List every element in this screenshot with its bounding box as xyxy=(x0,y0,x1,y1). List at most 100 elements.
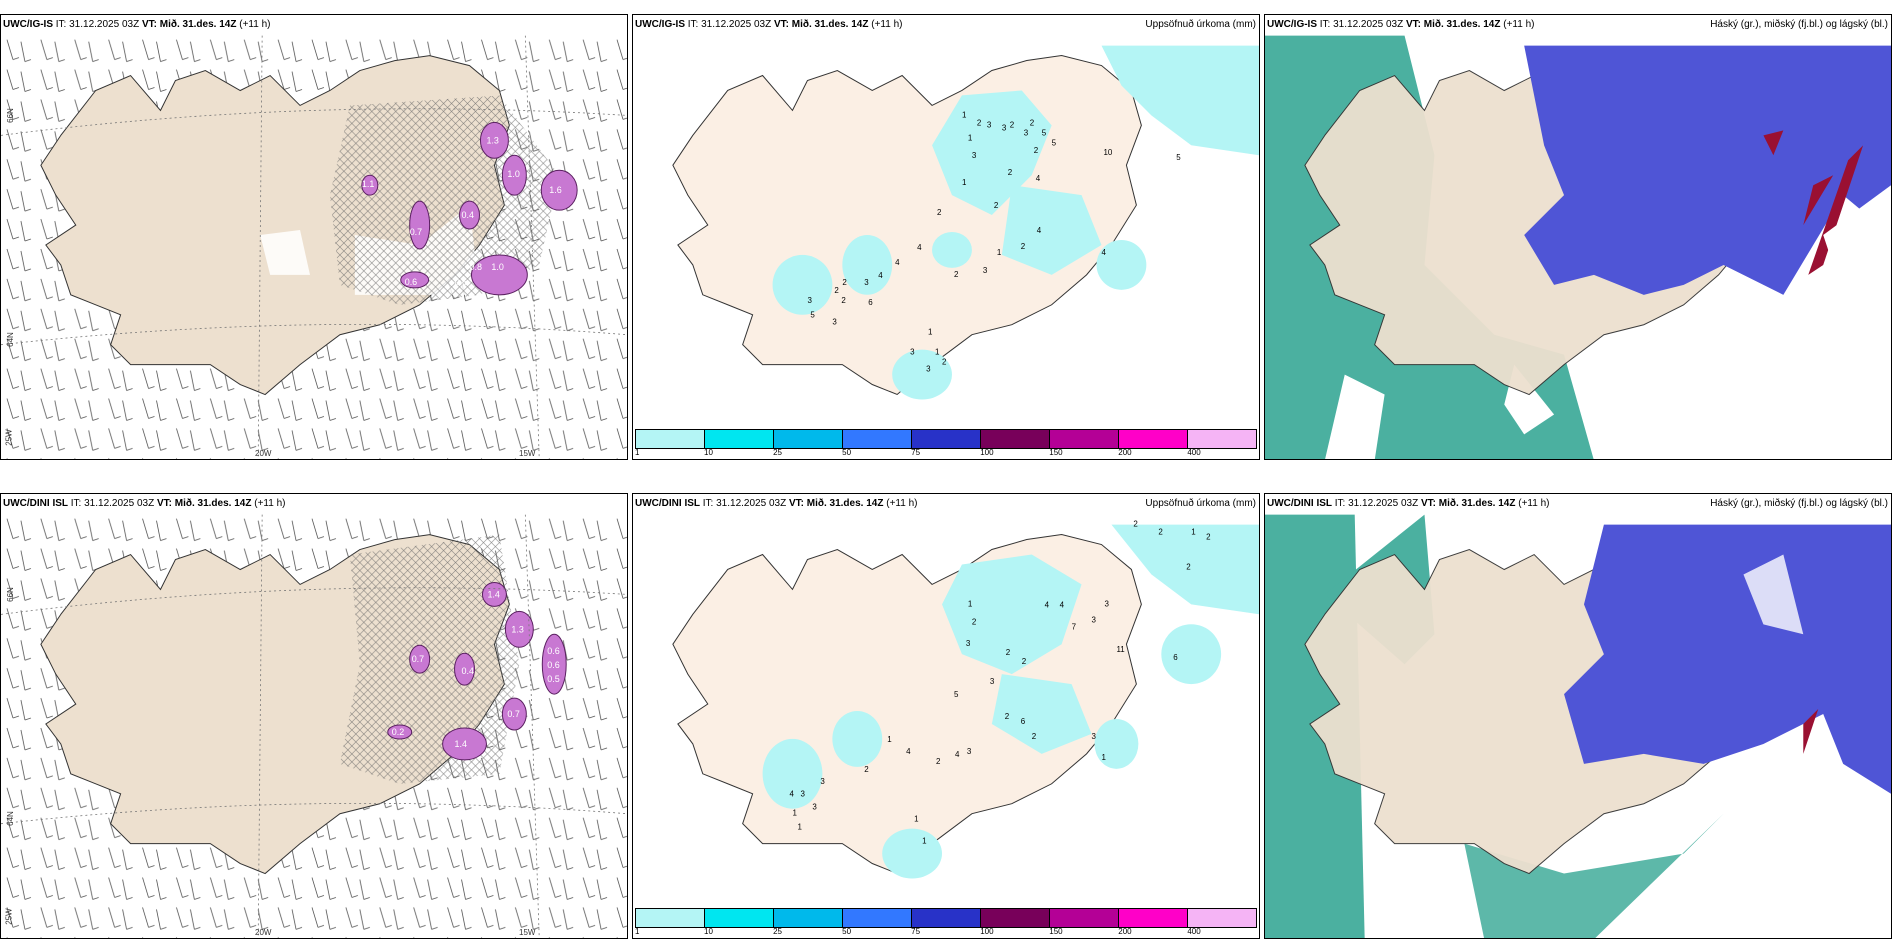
precip-value-label: 4 xyxy=(1102,248,1107,257)
precip-value-label: 10 xyxy=(1103,148,1112,157)
precip-areas xyxy=(762,524,1259,879)
cloud-title: Háský (gr.), miðský (fj.bl.) og lágský (… xyxy=(1710,19,1888,30)
it-value: 31.12.2025 03Z xyxy=(69,19,140,30)
vt-value: Mið. 31.des. 14Z xyxy=(174,498,252,509)
colorbar-label: 100 xyxy=(980,448,994,457)
icing-label: 0.6 xyxy=(547,646,559,656)
vt-value: Mið. 31.des. 14Z xyxy=(1423,19,1501,30)
precip-value-label: 3 xyxy=(1024,128,1029,137)
vt-label: VT: xyxy=(141,19,157,30)
low-cloud xyxy=(1803,709,1819,754)
lead-time: (+11 h) xyxy=(1518,498,1550,509)
colorbar-label: 200 xyxy=(1118,927,1132,936)
precip-value-label: 2 xyxy=(1008,168,1013,177)
precip-value-label: 3 xyxy=(864,278,869,287)
panel-header: UWC/DINI ISL IT: 31.12.2025 03Z VT: Mið.… xyxy=(1265,494,1891,514)
icing-label: 0.7 xyxy=(410,227,422,237)
colorbar-cell xyxy=(705,430,774,448)
lat-label: 64N xyxy=(5,332,15,347)
lead-time: (+11 h) xyxy=(254,498,286,509)
precip-value-label: 3 xyxy=(1002,123,1007,132)
model-name: UWC/DINI ISL xyxy=(3,498,68,509)
precip-value-label: 6 xyxy=(1173,653,1178,662)
colorbar-label: 75 xyxy=(911,448,921,457)
icing-label: 1.1 xyxy=(362,179,374,189)
precip-value-label: 3 xyxy=(987,120,992,129)
precip-colorbar: 1 10 25 50 75 100 150 200 400 xyxy=(633,427,1259,459)
precip-value-label: 4 xyxy=(895,258,900,267)
icing-label: 1.4 xyxy=(455,739,467,749)
precip-value-label: 2 xyxy=(937,208,942,217)
it-value: 31.12.2025 03Z xyxy=(1333,19,1404,30)
panel-clouds-bottom: UWC/DINI ISL IT: 31.12.2025 03Z VT: Mið.… xyxy=(1264,493,1892,939)
vt-label: VT: xyxy=(1420,498,1436,509)
it-label: IT: xyxy=(687,19,699,30)
colorbar-label: 1 xyxy=(635,448,640,457)
colorbar-label: 75 xyxy=(911,927,921,936)
panel-header: UWC/IG-IS IT: 31.12.2025 03Z VT: Mið. 31… xyxy=(1265,15,1891,35)
vt-value: Mið. 31.des. 14Z xyxy=(1438,498,1516,509)
colorbar-cell xyxy=(705,909,774,927)
vt-value: Mið. 31.des. 14Z xyxy=(806,498,884,509)
colorbar-cell xyxy=(636,430,705,448)
colorbar-cell xyxy=(843,909,912,927)
precip-value-label: 2 xyxy=(834,286,839,295)
colorbar-cell xyxy=(774,430,843,448)
colorbar-cell xyxy=(1119,909,1188,927)
side-label: 25W xyxy=(4,908,14,925)
lead-time: (+11 h) xyxy=(886,498,918,509)
colorbar-label: 150 xyxy=(1049,927,1063,936)
model-name: UWC/IG-IS xyxy=(1267,19,1317,30)
lon-label: 15W xyxy=(519,449,536,458)
precip-value-label: 4 xyxy=(1045,600,1050,609)
precip-value-label: 1 xyxy=(997,248,1002,257)
cloud-map xyxy=(1265,35,1891,459)
it-label: IT: xyxy=(55,19,67,30)
lat-label: 66N xyxy=(5,108,15,123)
cloud-map xyxy=(1265,514,1891,938)
model-name: UWC/DINI ISL xyxy=(1267,498,1332,509)
precip-value-label: 3 xyxy=(800,790,805,799)
precip-value-label: 3 xyxy=(926,365,931,374)
panel-wind-icing-bottom: UWC/DINI ISL IT: 31.12.2025 03Z VT: Mið.… xyxy=(0,493,628,939)
icing-label: 1.4 xyxy=(487,589,499,599)
precip-value-label: 1 xyxy=(914,815,919,824)
mid-cloud xyxy=(1564,524,1891,794)
icing-label: 0.8 xyxy=(470,262,482,272)
colorbar-cell xyxy=(843,430,912,448)
precip-value-label: 3 xyxy=(1092,732,1097,741)
colorbar-label: 400 xyxy=(1187,448,1201,457)
icing-label: 0.6 xyxy=(405,277,417,287)
it-value: 31.12.2025 03Z xyxy=(701,19,772,30)
colorbar-cell xyxy=(636,909,705,927)
precip-value-label: 1 xyxy=(928,328,933,337)
precip-title: Uppsöfnuð úrkoma (mm) xyxy=(1145,498,1256,509)
colorbar-cell xyxy=(1119,430,1188,448)
lon-label: 15W xyxy=(519,928,536,937)
colorbar-label: 25 xyxy=(773,448,782,457)
colorbar-label: 10 xyxy=(704,448,713,457)
precip-title: Uppsöfnuð úrkoma (mm) xyxy=(1145,19,1256,30)
lead-time: (+11 h) xyxy=(871,19,903,30)
icing-label: 0.6 xyxy=(455,277,467,287)
precip-value-label: 1 xyxy=(797,823,802,832)
precip-value-label: 1 xyxy=(887,735,892,744)
colorbar-label: 200 xyxy=(1118,448,1132,457)
colorbar-cell xyxy=(1050,430,1119,448)
precip-value-label: 1 xyxy=(962,178,967,187)
it-value: 31.12.2025 03Z xyxy=(716,498,787,509)
it-label: IT: xyxy=(1334,498,1346,509)
precip-value-label: 2 xyxy=(994,201,999,210)
lon-label: 20W xyxy=(255,928,272,937)
icing-label: 1.6 xyxy=(549,185,561,195)
colorbar-cell xyxy=(912,909,981,927)
precip-value-label: 1 xyxy=(792,809,797,818)
precip-value-label: 1 xyxy=(962,110,967,119)
precip-areas xyxy=(772,45,1259,400)
precip-value-label: 3 xyxy=(967,747,972,756)
it-value: 31.12.2025 03Z xyxy=(84,498,155,509)
colorbar-label: 400 xyxy=(1187,927,1201,936)
vt-label: VT: xyxy=(1405,19,1421,30)
wind-icing-map: 1.3 1.0 1.6 0.7 0.4 0.8 1.0 0.6 0.6 1.1 xyxy=(1,35,627,459)
